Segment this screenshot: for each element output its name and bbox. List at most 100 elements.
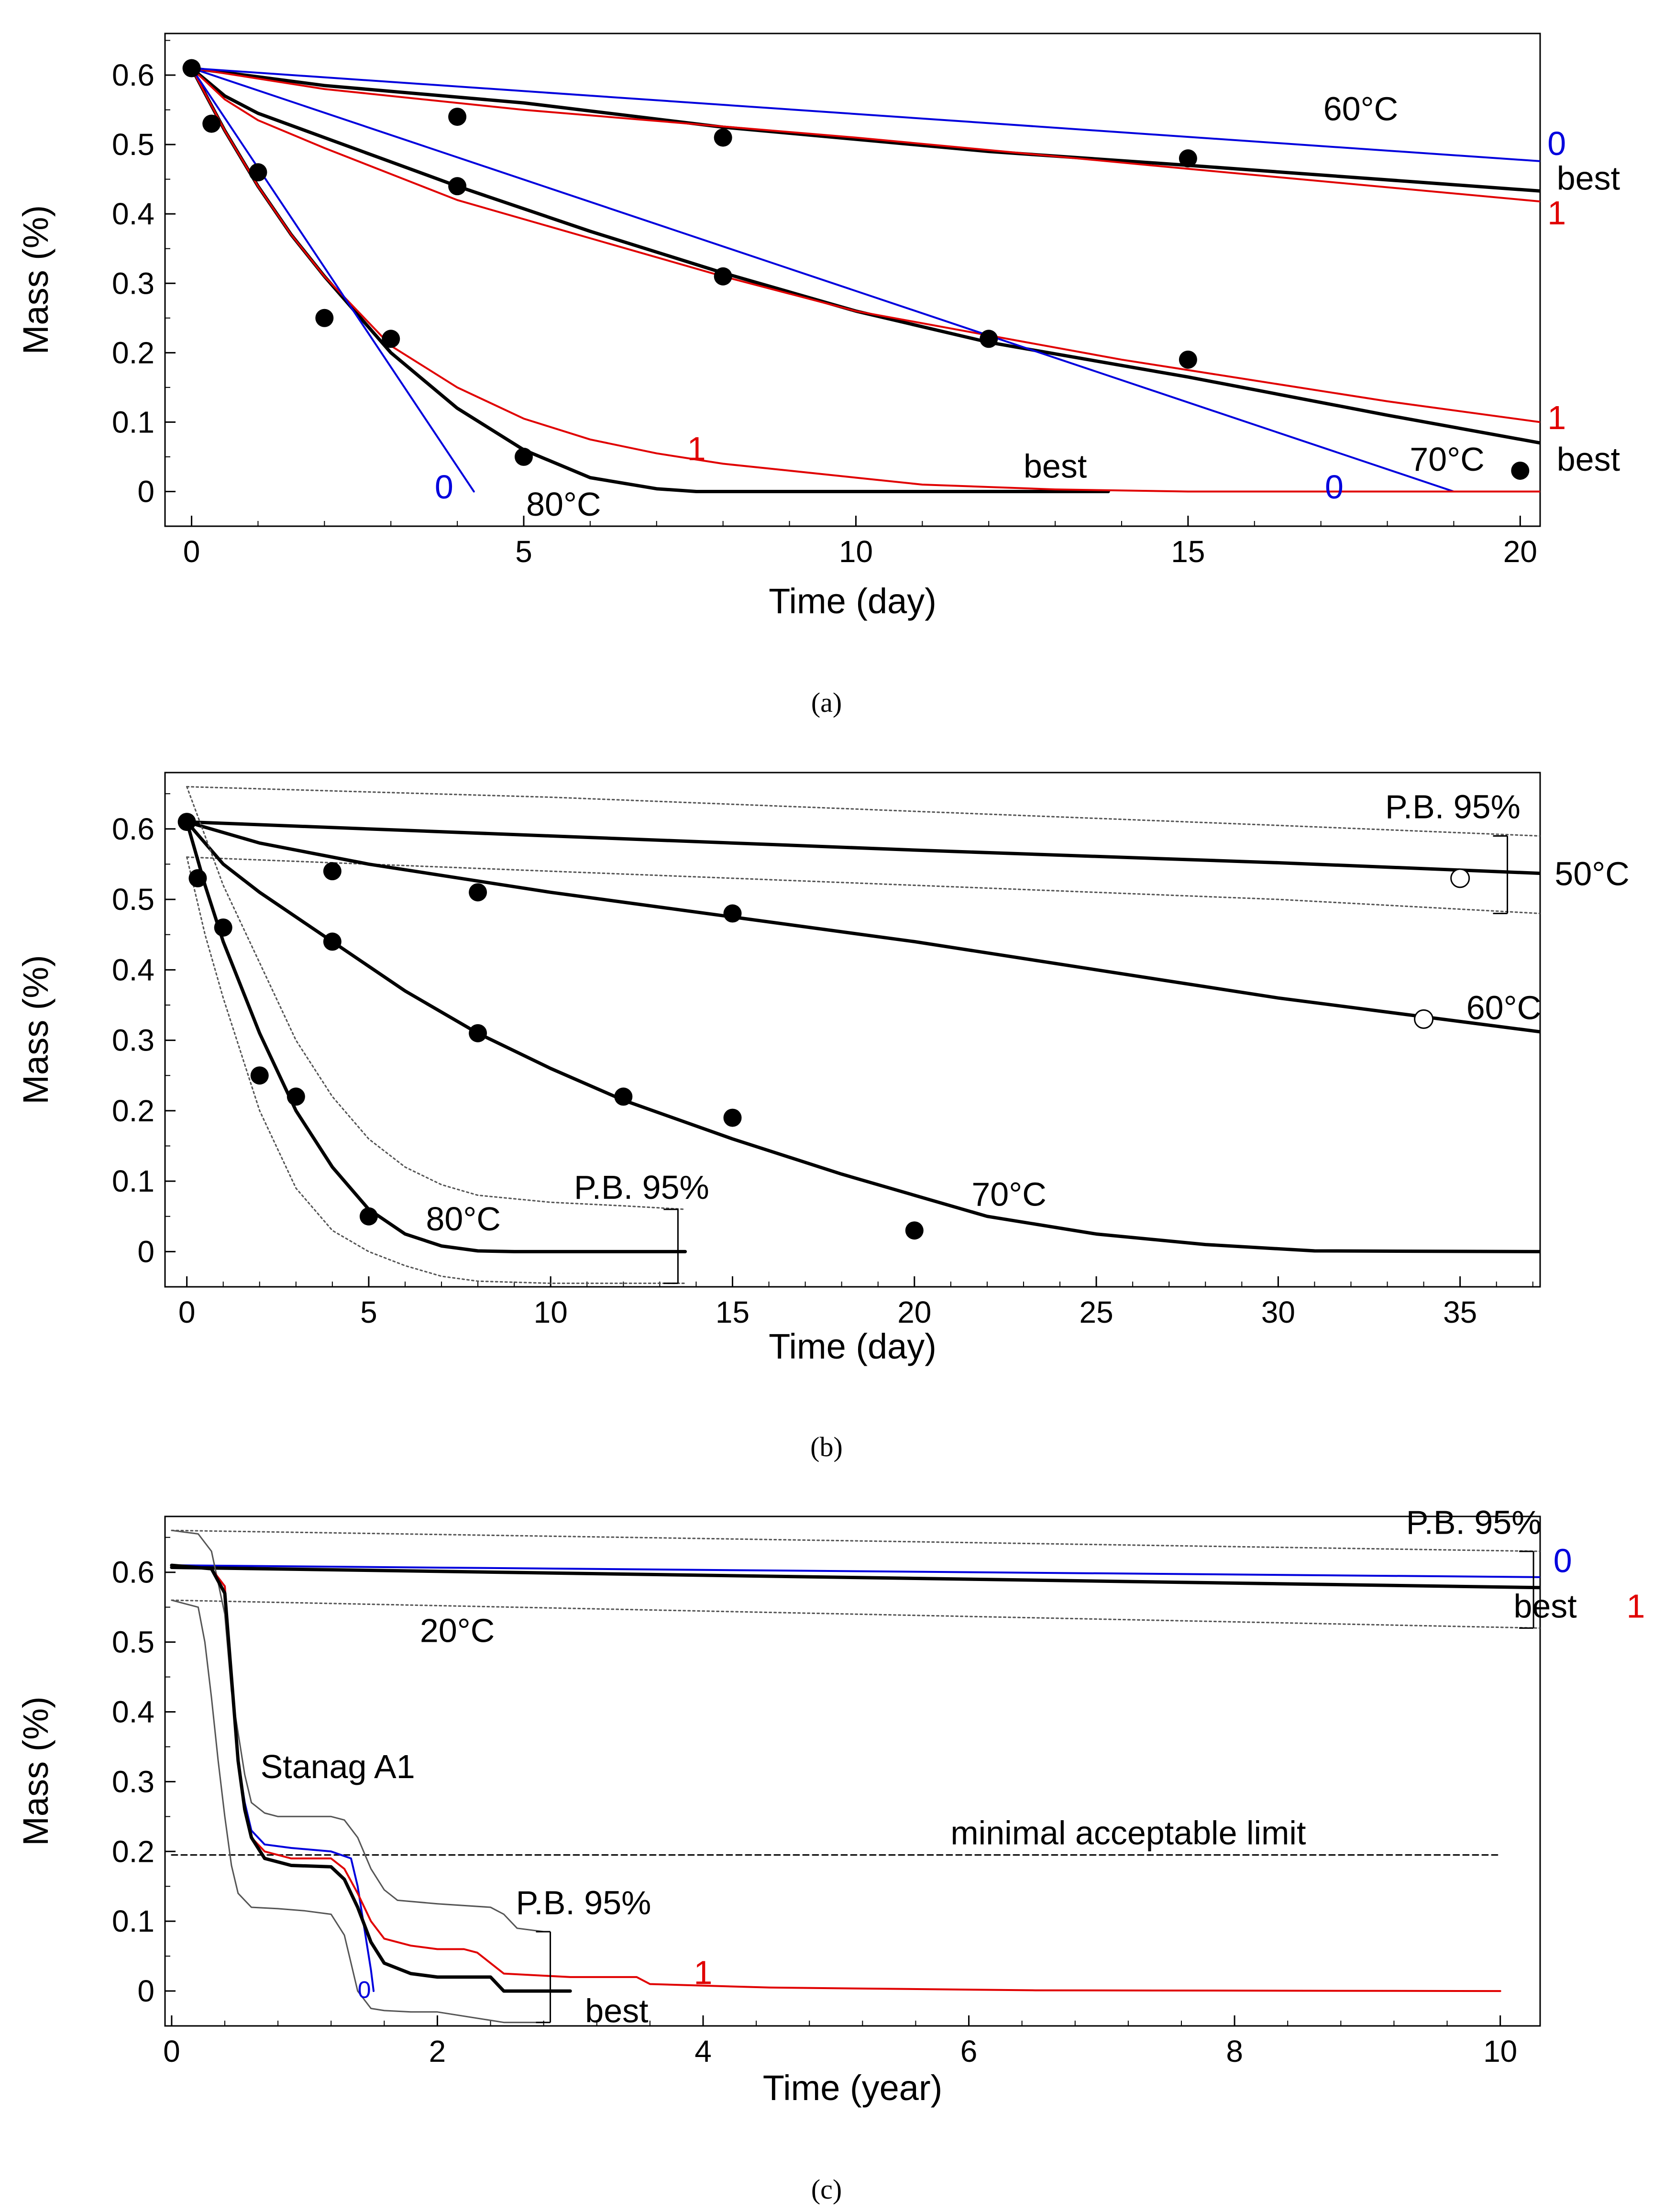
x-tick-label: 0 xyxy=(178,1295,196,1329)
x-tick-label: 35 xyxy=(1443,1295,1477,1329)
data-point xyxy=(980,330,998,348)
data-point xyxy=(214,918,232,937)
series-line-band xyxy=(186,856,686,1284)
y-tick-label: 0.2 xyxy=(112,1094,154,1128)
annotation: Stanag A1 xyxy=(261,1748,415,1785)
annotation: 80°C xyxy=(426,1200,500,1238)
x-tick-label: 5 xyxy=(515,534,532,569)
data-point xyxy=(323,862,342,881)
data-point xyxy=(905,1221,924,1240)
plot-frame xyxy=(164,33,1541,527)
annotation: best xyxy=(1557,159,1620,197)
x-tick-label: 6 xyxy=(960,2034,978,2068)
x-tick-label: 10 xyxy=(534,1295,568,1329)
data-point xyxy=(1511,461,1530,480)
data-point xyxy=(469,883,487,902)
series-line-band xyxy=(171,1599,545,2024)
data-point xyxy=(448,108,467,126)
data-point xyxy=(448,177,467,196)
x-tick-label: 15 xyxy=(1171,534,1205,569)
x-tick-label: 20 xyxy=(1503,534,1537,569)
series-line-model1 xyxy=(190,67,1540,203)
x-tick-label: 25 xyxy=(1079,1295,1113,1329)
y-tick-label: 0.3 xyxy=(112,1764,154,1799)
y-tick-label: 0.1 xyxy=(112,405,154,439)
annotation: 0 xyxy=(358,1977,371,2003)
data-point xyxy=(723,904,742,923)
data-point xyxy=(177,813,196,831)
x-tick-label: 4 xyxy=(694,2034,712,2068)
y-tick-label: 0 xyxy=(137,1234,154,1269)
y-tick-label: 0.6 xyxy=(112,58,154,92)
y-tick-label: 0.5 xyxy=(112,127,154,162)
x-tick-label: 15 xyxy=(716,1295,749,1329)
data-point xyxy=(250,1066,269,1085)
series-line-best xyxy=(185,820,1540,1253)
annotation: 1 xyxy=(1547,194,1566,232)
x-tick-label: 0 xyxy=(163,2034,180,2068)
y-tick-label: 0.6 xyxy=(112,1555,154,1590)
x-tick-label: 8 xyxy=(1226,2034,1243,2068)
x-tick-label: 10 xyxy=(1483,2034,1517,2068)
series-line-best xyxy=(170,1566,1540,1590)
x-tick-label: 5 xyxy=(360,1295,377,1329)
x-axis-label: Time (year) xyxy=(763,2068,943,2108)
data-point xyxy=(714,128,732,147)
x-tick-label: 30 xyxy=(1261,1295,1295,1329)
series-line-model1 xyxy=(190,67,1540,493)
annotation: 0 xyxy=(1547,125,1566,162)
annotation: 0 xyxy=(1325,468,1344,506)
caption-b: (b) xyxy=(810,1431,843,1462)
y-tick-label: 0.4 xyxy=(112,1694,154,1729)
data-point xyxy=(614,1087,633,1106)
annotation: 70°C xyxy=(971,1176,1046,1213)
annotation: 1 xyxy=(1547,399,1566,436)
annotation: 60°C xyxy=(1466,989,1541,1026)
y-tick-label: 0.5 xyxy=(112,1625,154,1659)
data-point xyxy=(469,1024,487,1042)
series-line-band xyxy=(186,786,686,1210)
series-line-band xyxy=(186,856,1540,914)
annotation: 80°C xyxy=(526,486,601,523)
open-data-point xyxy=(1450,868,1470,888)
data-point xyxy=(359,1207,378,1226)
annotation: best xyxy=(585,1992,648,2030)
x-tick-label: 2 xyxy=(429,2034,446,2068)
open-data-point xyxy=(1414,1009,1434,1029)
annotation: P.B. 95% xyxy=(1406,1504,1542,1541)
annotation: 50°C xyxy=(1554,855,1629,893)
y-tick-label: 0 xyxy=(137,1974,154,2008)
annotation: 20°C xyxy=(420,1612,495,1649)
data-point xyxy=(1179,350,1197,369)
data-point xyxy=(515,447,533,466)
plot-frame xyxy=(164,772,1541,1288)
series-line-best xyxy=(185,820,1540,875)
series-line-best xyxy=(190,66,1540,445)
annotation: 1 xyxy=(687,430,706,467)
caption-c: (c) xyxy=(811,2174,842,2205)
data-point xyxy=(382,330,400,348)
y-axis-label: Mass (%) xyxy=(16,1696,55,1846)
y-tick-label: 0.2 xyxy=(112,1834,154,1869)
annotation: 1 xyxy=(1627,1588,1645,1625)
plot-frame xyxy=(164,1515,1541,2027)
annotation: 60°C xyxy=(1323,90,1398,127)
y-axis-label: Mass (%) xyxy=(16,955,55,1104)
data-point xyxy=(287,1087,305,1106)
y-tick-label: 0.1 xyxy=(112,1164,154,1198)
series-line-model0 xyxy=(170,1564,1540,1578)
x-tick-label: 10 xyxy=(839,534,873,569)
chart-b: 0 5 10 15 20 25 30 35 0 0.1 0.2 0.3 0.4 0.5 0.6 Time (d… xyxy=(16,772,1630,1366)
y-tick-label: 0.4 xyxy=(112,197,154,231)
annotation: 0 xyxy=(1554,1542,1572,1580)
y-tick-label: 0 xyxy=(137,474,154,509)
annotation: best xyxy=(1557,441,1620,478)
y-tick-label: 0.3 xyxy=(112,1023,154,1058)
y-tick-label: 0.4 xyxy=(112,952,154,987)
annotation: P.B. 95% xyxy=(574,1169,709,1206)
series-line-model0 xyxy=(190,67,475,493)
